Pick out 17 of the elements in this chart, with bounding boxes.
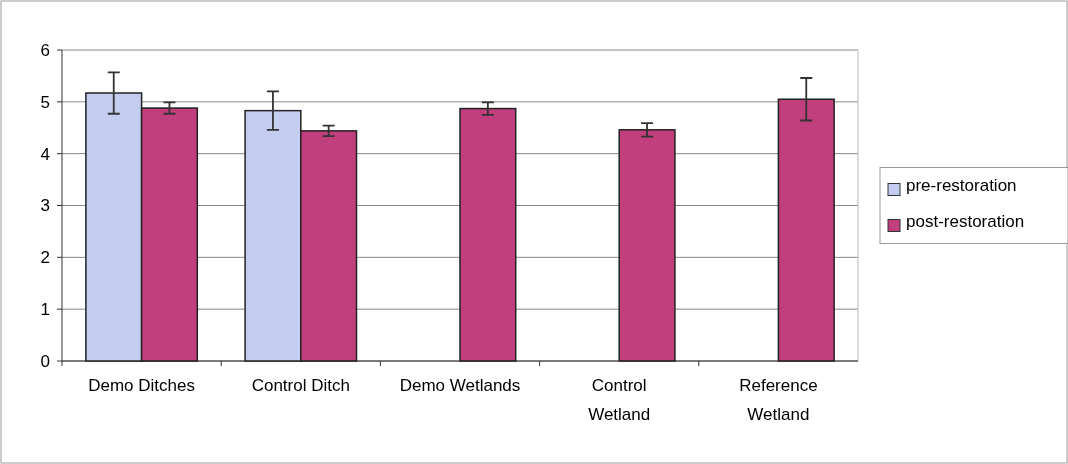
x-tick-label: Control Wetland [588,376,651,424]
y-tick-label: 6 [40,40,50,60]
y-tick-label: 2 [40,248,50,268]
x-tick-label: Demo Ditches [88,376,195,395]
x-tick-label: Control Ditch [251,376,350,395]
legend-label: pre-restoration [906,176,1017,196]
legend-label: post-restoration [906,212,1025,232]
x-tick-label: Demo Wetlands [399,376,521,395]
y-tick-label: 0 [40,351,50,371]
bar [777,98,835,362]
y-tick-label: 4 [40,144,50,164]
bar [618,129,676,362]
y-tick-label: 1 [40,300,50,320]
y-tick-label: 5 [40,92,50,112]
x-tick-label: Reference Wetland [739,376,818,424]
bar [459,107,517,362]
y-tick-label: 3 [40,196,50,216]
